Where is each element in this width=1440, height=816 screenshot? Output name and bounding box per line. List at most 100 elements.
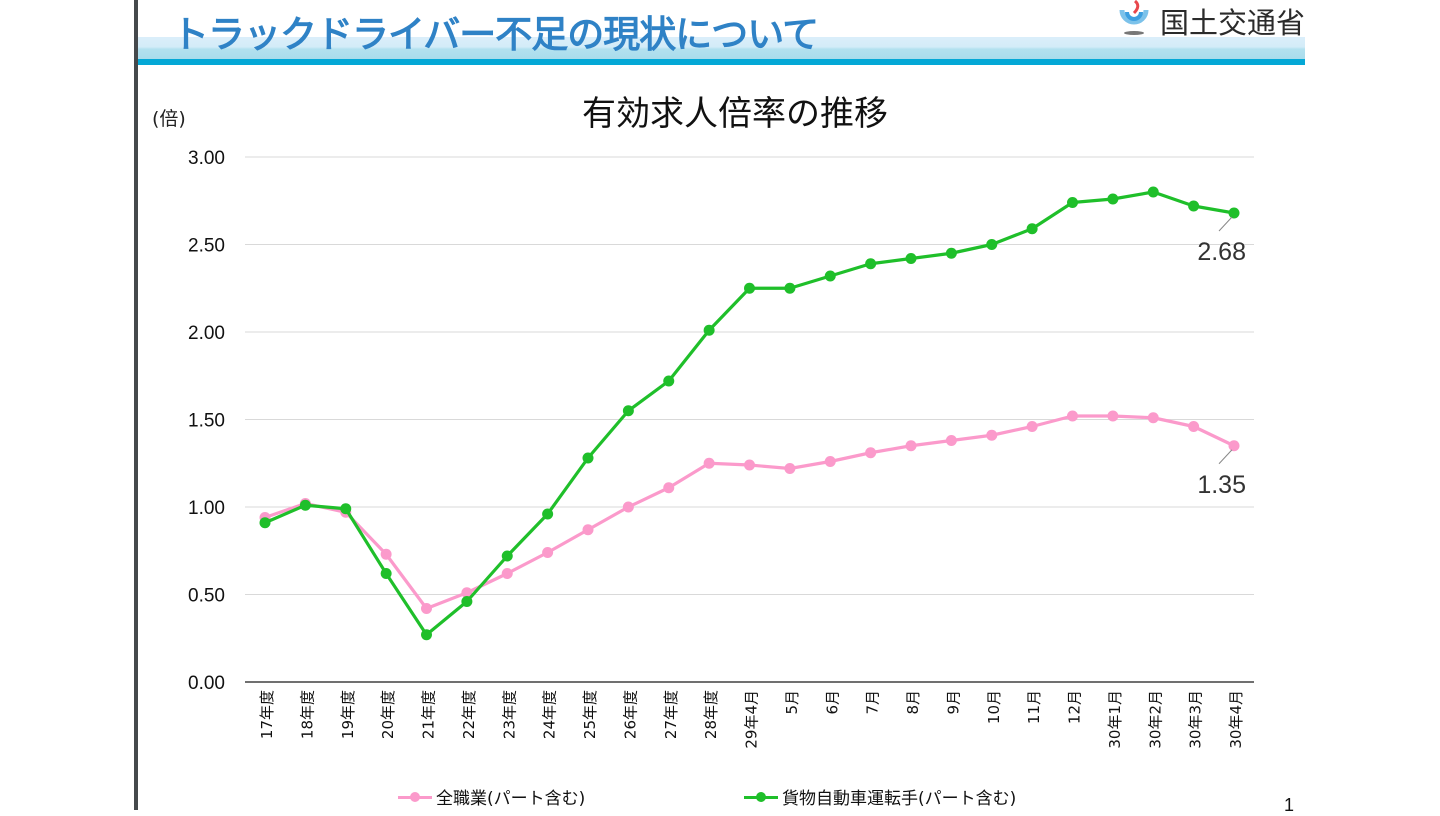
x-tick-label: 30年2月 xyxy=(1146,690,1164,749)
x-tick-label: 21年度 xyxy=(420,690,438,739)
x-tick-label: 30年3月 xyxy=(1187,690,1205,749)
legend-marker-pink xyxy=(398,788,432,806)
data-point xyxy=(421,629,432,641)
page-number: 1 xyxy=(1284,795,1295,815)
slide-title: トラックドライバー不足の現状について xyxy=(172,13,819,56)
x-tick-label: 30年4月 xyxy=(1227,690,1245,749)
y-tick-label: 1.00 xyxy=(188,498,225,519)
data-point xyxy=(744,459,755,471)
data-point xyxy=(945,247,957,259)
data-point xyxy=(421,603,432,614)
y-tick-label: 0.00 xyxy=(188,673,225,694)
data-point xyxy=(663,375,675,387)
data-point xyxy=(1026,421,1038,432)
data-point xyxy=(865,447,877,459)
x-tick-label: 18年度 xyxy=(298,690,316,739)
data-point xyxy=(986,239,998,250)
y-tick-label: 2.00 xyxy=(188,323,225,344)
data-point xyxy=(582,524,594,536)
legend-marker-green xyxy=(744,788,778,806)
legend-label: 貨物自動車運転手(パート含む) xyxy=(782,789,1017,809)
y-axis-unit-label: (倍) xyxy=(152,108,186,130)
data-point xyxy=(1026,223,1038,235)
title-banner: トラックドライバー不足の現状について xyxy=(138,0,1305,66)
end-value-label: 1.35 xyxy=(1197,471,1246,499)
data-point xyxy=(542,547,554,558)
x-tick-label: 10月 xyxy=(985,690,1003,724)
x-tick-label: 23年度 xyxy=(500,690,518,739)
data-point xyxy=(461,596,473,607)
data-point xyxy=(501,550,513,562)
x-tick-label: 26年度 xyxy=(621,690,639,739)
data-point xyxy=(905,253,917,264)
legend-item-all-occupations: 全職業(パート含む) xyxy=(398,784,585,809)
data-point xyxy=(703,324,715,336)
data-point xyxy=(1228,440,1240,452)
series-line-all-occupations xyxy=(264,414,1235,611)
data-point xyxy=(380,568,392,579)
chart-title: 有効求人倍率の推移 xyxy=(582,94,888,134)
data-point xyxy=(1147,186,1159,198)
series-line-truck-drivers xyxy=(264,190,1235,637)
data-point xyxy=(784,282,796,294)
x-tick-label: 5月 xyxy=(783,690,801,715)
data-point xyxy=(299,499,311,511)
data-point xyxy=(703,457,715,469)
data-point xyxy=(1228,207,1240,219)
data-point xyxy=(1188,421,1200,432)
data-point xyxy=(824,270,836,282)
x-tick-label: 9月 xyxy=(944,690,962,715)
x-tick-label: 22年度 xyxy=(460,690,478,739)
data-point xyxy=(582,452,594,464)
banner-line xyxy=(138,59,1305,65)
leader-line xyxy=(1218,449,1233,465)
slide-left-border xyxy=(134,0,138,810)
data-point xyxy=(905,440,917,452)
data-point xyxy=(622,405,634,417)
data-point xyxy=(1067,197,1078,208)
x-tick-label: 6月 xyxy=(823,690,841,715)
x-tick-label: 30年1月 xyxy=(1106,690,1124,749)
legend-label: 全職業(パート含む) xyxy=(436,789,586,809)
banner-band xyxy=(138,37,1305,59)
x-tick-label: 17年度 xyxy=(258,690,276,739)
data-point xyxy=(1107,193,1119,205)
data-point xyxy=(259,517,271,529)
x-tick-label: 25年度 xyxy=(581,690,599,739)
organization-name: 国土交通省 xyxy=(1160,6,1306,40)
data-point xyxy=(784,463,796,474)
data-point xyxy=(542,508,554,520)
data-point xyxy=(986,429,998,441)
data-point xyxy=(461,587,473,599)
x-tick-label: 8月 xyxy=(904,690,922,715)
end-value-label: 2.68 xyxy=(1197,238,1246,266)
x-tick-label: 27年度 xyxy=(662,690,680,739)
data-point xyxy=(945,435,957,446)
data-point xyxy=(1067,410,1078,422)
y-tick-label: 3.00 xyxy=(188,148,225,169)
x-tick-label: 29年4月 xyxy=(743,690,761,749)
x-tick-label: 12月 xyxy=(1066,690,1084,724)
x-tick-label: 11月 xyxy=(1025,690,1043,724)
data-point xyxy=(340,503,352,515)
mlit-logo-icon xyxy=(1116,0,1152,36)
y-tick-label: 1.50 xyxy=(188,411,225,432)
data-point xyxy=(1147,412,1159,424)
data-point xyxy=(1188,200,1200,212)
x-tick-label: 28年度 xyxy=(702,690,720,739)
data-point xyxy=(663,482,675,494)
x-tick-label: 7月 xyxy=(864,690,882,715)
y-tick-label: 0.50 xyxy=(188,586,225,607)
data-point xyxy=(622,501,634,513)
data-point xyxy=(824,456,836,467)
x-tick-label: 20年度 xyxy=(379,690,397,739)
data-point xyxy=(501,568,513,579)
y-tick-label: 2.50 xyxy=(188,236,225,257)
data-point xyxy=(744,282,755,294)
x-tick-label: 24年度 xyxy=(541,690,559,739)
data-point xyxy=(865,258,877,270)
leader-line xyxy=(1218,216,1233,232)
data-point xyxy=(1107,410,1119,422)
legend-item-truck-drivers: 貨物自動車運転手(パート含む) xyxy=(744,784,1016,809)
